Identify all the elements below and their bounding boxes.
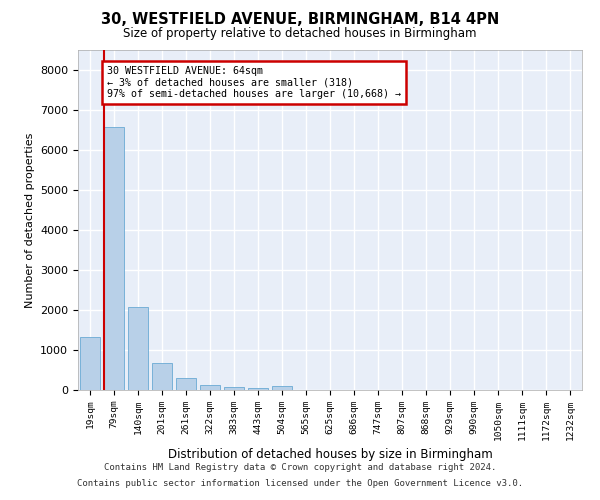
Bar — [272, 386, 292, 390]
Bar — [200, 385, 220, 390]
Bar — [128, 307, 148, 390]
Bar — [176, 378, 196, 390]
Y-axis label: Number of detached properties: Number of detached properties — [25, 132, 35, 308]
Text: Contains public sector information licensed under the Open Government Licence v3: Contains public sector information licen… — [77, 478, 523, 488]
Bar — [224, 387, 244, 390]
Text: Contains HM Land Registry data © Crown copyright and database right 2024.: Contains HM Land Registry data © Crown c… — [104, 464, 496, 472]
Bar — [248, 388, 268, 390]
Bar — [80, 337, 100, 390]
Bar — [152, 363, 172, 390]
Text: 30 WESTFIELD AVENUE: 64sqm
← 3% of detached houses are smaller (318)
97% of semi: 30 WESTFIELD AVENUE: 64sqm ← 3% of detac… — [107, 66, 401, 99]
Text: 30, WESTFIELD AVENUE, BIRMINGHAM, B14 4PN: 30, WESTFIELD AVENUE, BIRMINGHAM, B14 4P… — [101, 12, 499, 28]
X-axis label: Distribution of detached houses by size in Birmingham: Distribution of detached houses by size … — [167, 448, 493, 462]
Text: Size of property relative to detached houses in Birmingham: Size of property relative to detached ho… — [123, 28, 477, 40]
Bar — [104, 127, 124, 390]
